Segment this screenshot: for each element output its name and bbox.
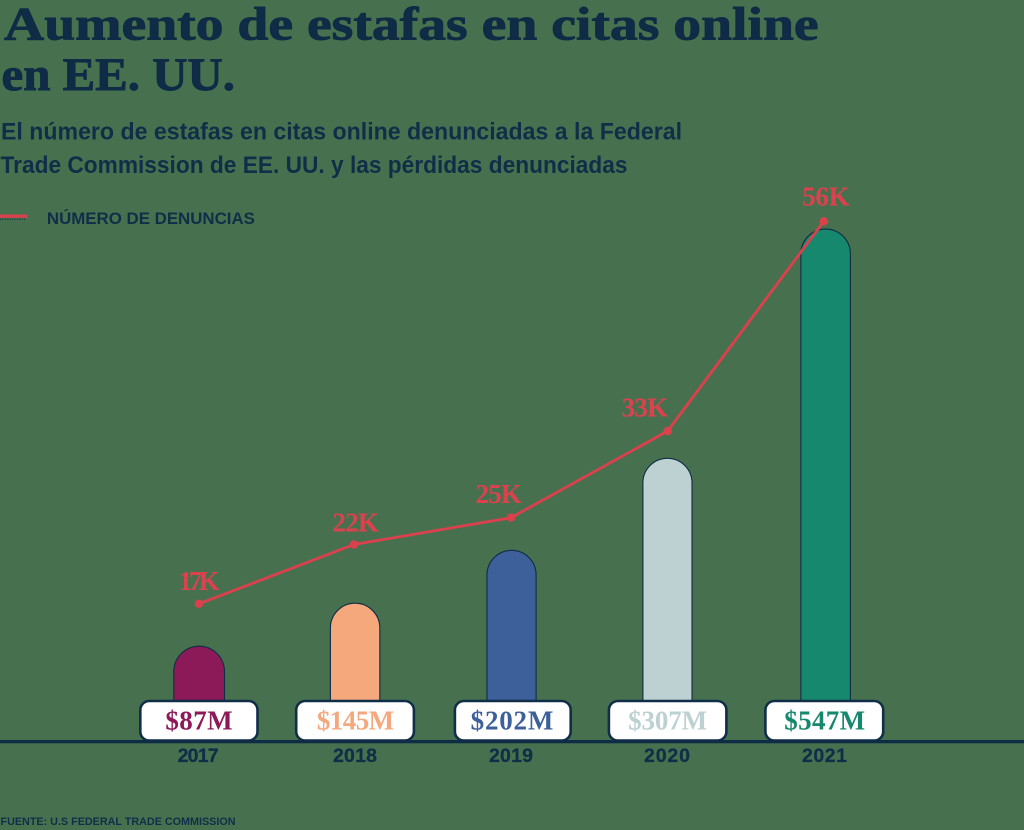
svg-text:$202M: $202M xyxy=(471,705,554,735)
svg-text:El número de estafas en citas: El número de estafas en citas online den… xyxy=(1,119,682,146)
svg-text:$547M: $547M xyxy=(784,705,865,735)
svg-text:2021: 2021 xyxy=(802,745,847,767)
svg-text:Aumento de estafas en citas on: Aumento de estafas en citas online xyxy=(4,0,819,51)
svg-text:22K: 22K xyxy=(332,508,379,538)
svg-text:2019: 2019 xyxy=(489,745,533,767)
svg-text:NÚMERO DE DENUNCIAS: NÚMERO DE DENUNCIAS xyxy=(47,209,255,228)
svg-text:$307M: $307M xyxy=(628,705,707,735)
svg-text:33K: 33K xyxy=(622,393,669,423)
svg-text:$87M: $87M xyxy=(165,705,232,735)
svg-text:2018: 2018 xyxy=(333,745,377,767)
svg-text:17K: 17K xyxy=(179,566,220,596)
svg-text:2017: 2017 xyxy=(178,745,219,767)
svg-text:$145M: $145M xyxy=(317,705,394,735)
svg-text:en EE. UU.: en EE. UU. xyxy=(2,49,236,101)
svg-text:FUENTE: U.S FEDERAL TRADE COMM: FUENTE: U.S FEDERAL TRADE COMMISSION xyxy=(1,816,236,828)
svg-text:25K: 25K xyxy=(475,479,522,509)
svg-text:Trade Commission de EE. UU. y: Trade Commission de EE. UU. y las pérdid… xyxy=(1,152,628,179)
svg-text:2020: 2020 xyxy=(644,745,690,767)
svg-text:56K: 56K xyxy=(802,181,850,211)
